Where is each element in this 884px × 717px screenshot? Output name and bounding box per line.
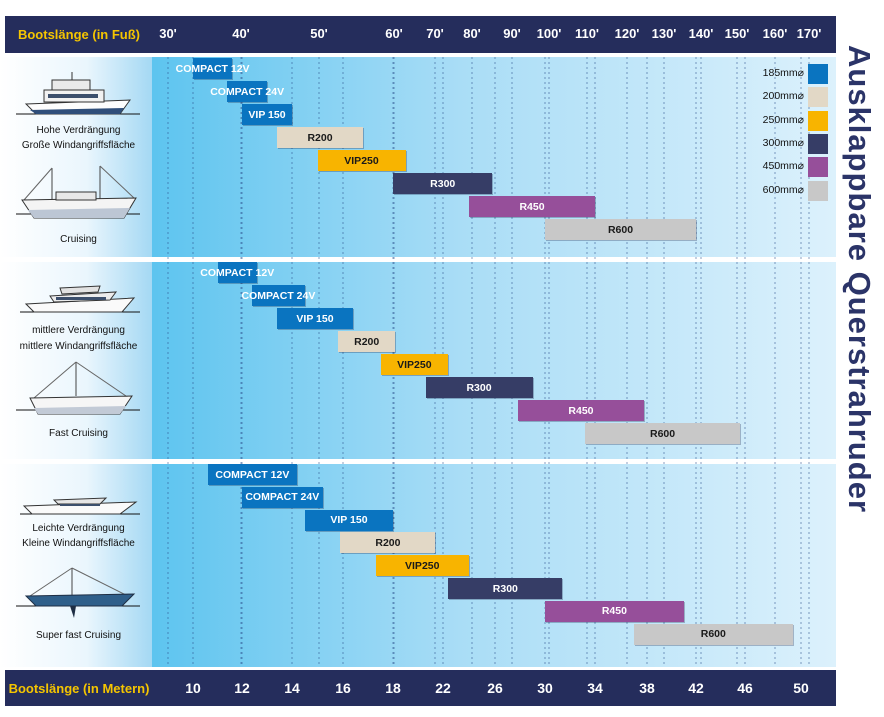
bar-vip250: VIP250 [317, 150, 406, 171]
group-3-caption-2: Kleine Windangriffsfläche [22, 538, 135, 549]
legend-swatch [808, 64, 828, 84]
bottom-tick-label: 22 [435, 680, 451, 696]
left-panel [0, 57, 157, 667]
bar-compact-24v: COMPACT 24V [210, 81, 284, 102]
bottom-tick-label: 12 [234, 680, 250, 696]
bottom-tick-label: 46 [737, 680, 753, 696]
top-tick-label: 160' [762, 26, 788, 41]
bar-r600: R600 [634, 623, 793, 645]
group-separator [0, 257, 836, 262]
chart-title-text: Ausklappbare Querstrahruder [842, 44, 877, 514]
top-tick-label: 120' [614, 26, 640, 41]
legend-label: 250mm⌀ [762, 113, 804, 126]
bottom-tick-label: 30 [537, 680, 553, 696]
bar-r200: R200 [340, 532, 436, 554]
bar-r300: R300 [393, 173, 493, 194]
top-tick-label: 170' [796, 26, 822, 41]
bar-compact-12v: COMPACT 12V [207, 464, 298, 485]
legend-entry: 250mm⌀ [758, 110, 828, 131]
sail-cruiser-icon [16, 361, 140, 415]
bar-vip-150: VIP 150 [304, 509, 394, 531]
top-tick-label: 30' [159, 26, 177, 41]
legend-label: 600mm⌀ [762, 183, 804, 196]
group-1-caption-3: Cruising [60, 234, 97, 245]
top-tick-label: 100' [536, 26, 562, 41]
legend-swatch [808, 180, 828, 201]
legend-entry: 300mm⌀ [758, 133, 828, 154]
bottom-tick-label: 38 [639, 680, 655, 696]
bar-vip-150: VIP 150 [277, 308, 353, 329]
bar-compact-24v: COMPACT 24V [241, 285, 315, 306]
group-1-caption-2: Große Windangriffsfläche [21, 140, 136, 151]
legend-label: 185mm⌀ [762, 67, 804, 79]
chart-title: Ausklappbare Querstrahruder [839, 14, 879, 544]
bottom-tick-label: 26 [487, 680, 503, 696]
group-2-caption-3: Fast Cruising [49, 428, 108, 439]
group-1-caption-1: Hohe Verdrängung [36, 125, 121, 136]
motor-boat-icon [20, 285, 140, 313]
top-tick-label: 40' [232, 26, 250, 41]
plot-area [152, 57, 836, 667]
top-tick-label: 70' [426, 26, 444, 41]
group-2-caption-2: mittlere Windangriffsfläche [19, 341, 138, 352]
group-2-caption-1: mittlere Verdrängung [32, 325, 125, 336]
bottom-tick-label: 16 [335, 680, 351, 696]
top-tick-label: 50' [310, 26, 328, 41]
legend-label: 300mm⌀ [762, 136, 804, 149]
bar-r450: R450 [545, 600, 684, 622]
bar-vip250: VIP250 [380, 354, 449, 375]
bar-compact-24v: COMPACT 24V [242, 486, 323, 508]
bar-r600: R600 [585, 423, 741, 444]
bottom-axis-label: Bootslänge (in Metern) [8, 680, 150, 696]
group-separator [0, 459, 836, 464]
group-3-caption-1: Leichte Verdrängung [32, 523, 125, 534]
top-axis-bar [5, 16, 836, 53]
bar-compact-12v: COMPACT 12V [176, 58, 250, 79]
group-3-caption-3: Super fast Cruising [35, 630, 122, 641]
bar-r200: R200 [337, 331, 396, 352]
top-axis-label: Bootslänge (in Fuß) [17, 27, 141, 42]
legend-entry: 600mm⌀ [758, 180, 828, 201]
motor-yacht-icon [16, 72, 140, 115]
bottom-tick-label: 42 [688, 680, 704, 696]
racing-yacht-icon [16, 567, 140, 618]
bar-r300: R300 [425, 377, 533, 398]
legend-label: 450mm⌀ [762, 160, 804, 173]
bar-r600: R600 [545, 219, 696, 240]
top-tick-label: 80' [463, 26, 481, 41]
top-tick-label: 130' [651, 26, 677, 41]
legend-swatch [808, 87, 828, 108]
legend-entry: 185mm⌀ [758, 64, 828, 84]
top-tick-label: 150' [724, 26, 750, 41]
bar-compact-12v: COMPACT 12V [200, 262, 274, 283]
bar-r450: R450 [469, 196, 595, 217]
bar-vip250: VIP250 [375, 555, 469, 577]
top-tick-label: 140' [688, 26, 714, 41]
top-tick-label: 110' [574, 26, 600, 41]
bottom-tick-label: 14 [284, 680, 300, 696]
bar-vip-150: VIP 150 [242, 104, 292, 125]
top-tick-label: 90' [503, 26, 521, 41]
legend-swatch [808, 157, 828, 178]
speed-boat-icon [20, 497, 140, 515]
legend-swatch [808, 133, 828, 154]
bar-r450: R450 [517, 400, 645, 421]
bottom-tick-label: 18 [385, 680, 401, 696]
legend-label: 200mm⌀ [762, 90, 804, 103]
top-tick-label: 60' [385, 26, 403, 41]
legend-swatch [808, 110, 828, 131]
bottom-tick-label: 10 [185, 680, 201, 696]
bar-r300: R300 [448, 578, 563, 599]
legend-entry: 200mm⌀ [758, 87, 828, 108]
bottom-axis-bar [5, 670, 836, 706]
bottom-tick-label: 50 [793, 680, 809, 696]
bar-r200: R200 [277, 127, 363, 148]
legend-entry: 450mm⌀ [758, 157, 828, 178]
sailing-yacht-icon [16, 165, 140, 219]
bottom-tick-label: 34 [587, 680, 603, 696]
